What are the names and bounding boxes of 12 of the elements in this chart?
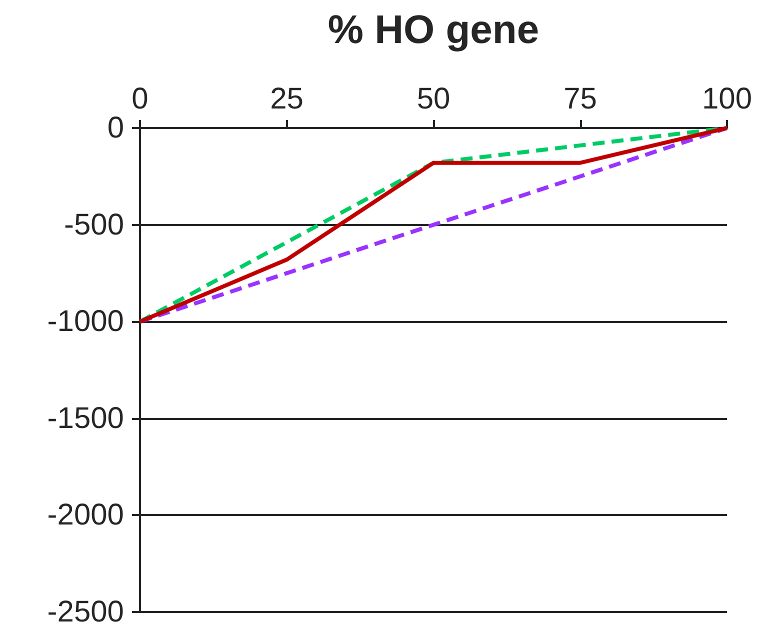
x-tick-label: 50 <box>416 82 450 116</box>
y-tick-label: -500 <box>64 208 124 242</box>
y-tick-label: -2000 <box>47 498 124 532</box>
x-tick-label: 100 <box>702 82 752 116</box>
y-tick-label: -1000 <box>47 305 124 338</box>
x-tick-label: 0 <box>132 82 148 116</box>
y-tick-label: -1500 <box>47 402 124 435</box>
x-tick-label: 25 <box>270 82 304 116</box>
y-tick-label: -2500 <box>47 596 124 628</box>
x-axis-title: % HO gene <box>328 8 540 52</box>
y-tick-label: 0 <box>107 112 124 144</box>
x-tick-label: 75 <box>564 82 597 116</box>
